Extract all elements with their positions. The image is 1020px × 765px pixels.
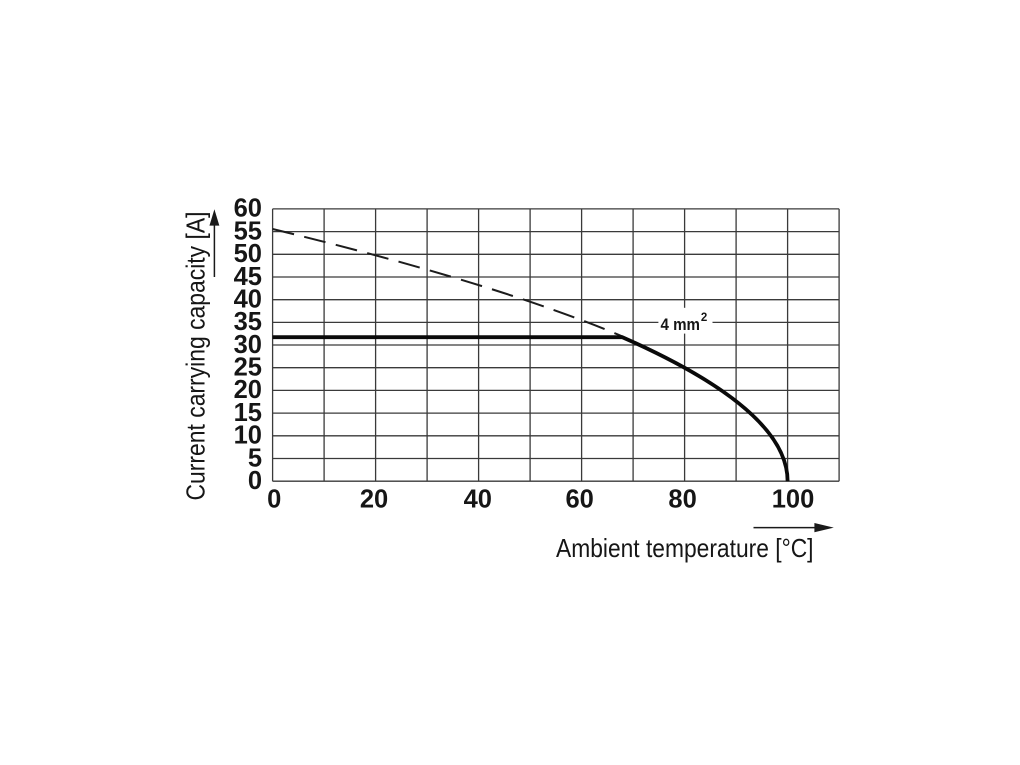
svg-text:0: 0 [267, 485, 281, 513]
svg-text:5: 5 [248, 444, 262, 472]
svg-text:Ambient temperature [°C]: Ambient temperature [°C] [556, 533, 814, 563]
svg-text:40: 40 [234, 286, 262, 314]
svg-text:100: 100 [772, 485, 815, 513]
svg-text:50: 50 [234, 240, 262, 268]
svg-text:40: 40 [464, 485, 492, 513]
svg-text:25: 25 [234, 354, 262, 382]
svg-text:30: 30 [234, 331, 262, 359]
svg-text:20: 20 [234, 376, 262, 404]
svg-text:4 mm: 4 mm [661, 315, 701, 334]
svg-text:20: 20 [360, 485, 388, 513]
svg-text:45: 45 [234, 263, 262, 291]
svg-text:60: 60 [234, 195, 262, 223]
svg-text:55: 55 [234, 217, 262, 245]
svg-text:0: 0 [248, 467, 262, 495]
svg-text:35: 35 [234, 308, 262, 336]
svg-text:2: 2 [701, 312, 707, 324]
svg-text:60: 60 [566, 485, 594, 513]
svg-text:Current carrying capacity [A]: Current carrying capacity [A] [181, 211, 211, 500]
svg-text:80: 80 [668, 485, 696, 513]
svg-text:10: 10 [234, 422, 262, 450]
svg-text:15: 15 [234, 399, 262, 427]
